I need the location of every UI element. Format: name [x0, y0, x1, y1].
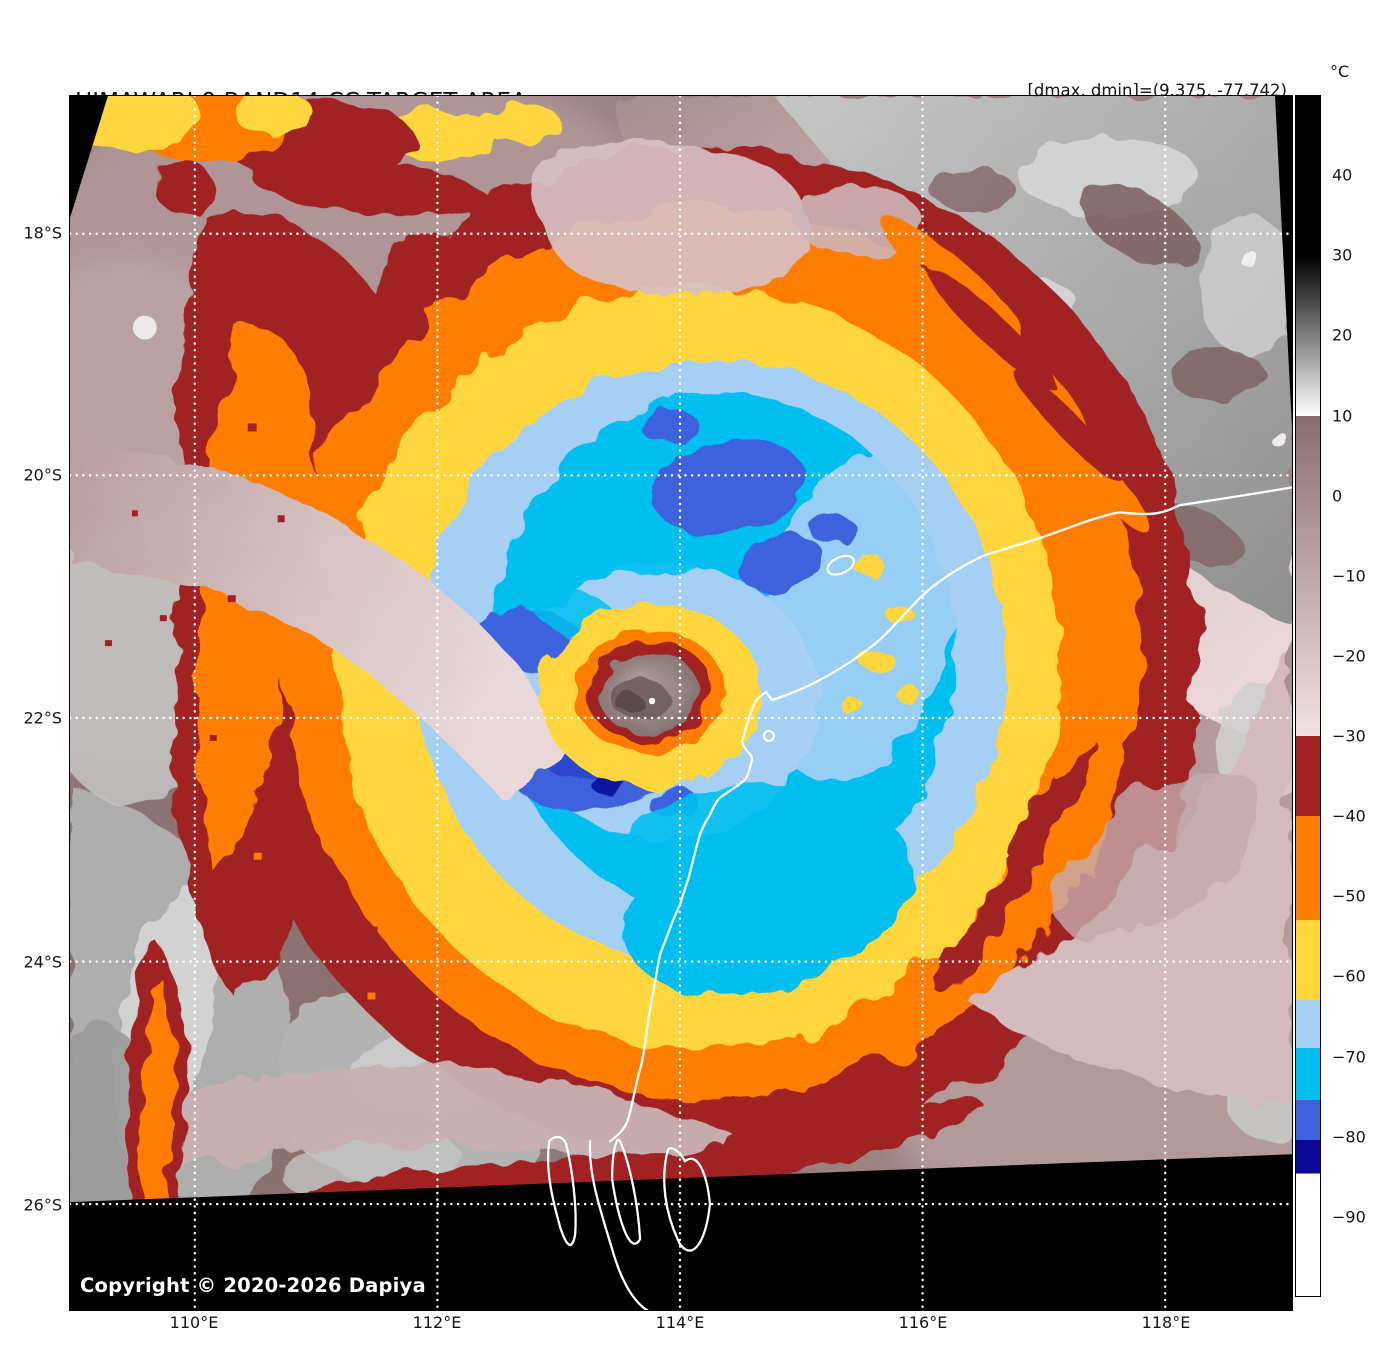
longitude-tick-label: 118°E [1141, 1313, 1191, 1332]
colorbar-tick-label: −30 [1332, 726, 1366, 746]
dry-slot [70, 443, 564, 797]
bottom-left-band [127, 939, 189, 1203]
colorbar-tick-label: −70 [1332, 1047, 1366, 1067]
colorbar-tick-label: −60 [1332, 966, 1366, 986]
colorbar-tick-label: −90 [1332, 1207, 1366, 1227]
ne-band-streaks [879, 216, 1150, 532]
se-band-streaks [933, 691, 1115, 991]
colorbar-tick-label: 30 [1332, 245, 1353, 265]
top-left-cluster [70, 96, 489, 217]
southern-warm-band [129, 1066, 731, 1185]
island-outline [826, 554, 855, 576]
latitude-tick-label: 26°S [23, 1195, 62, 1215]
colorbar-unit-label: °C [1330, 62, 1350, 81]
colorbar-tick-label: −40 [1332, 806, 1366, 826]
copyright-label: Copyright © 2020-2026 Dapiya [80, 1274, 426, 1297]
colorbar-tick-label: 20 [1332, 325, 1353, 345]
colorbar-tick-label: −20 [1332, 646, 1366, 666]
colorbar-tick-label: 10 [1332, 406, 1353, 426]
satellite-scene [70, 96, 1292, 1310]
eye-center-dot [648, 697, 656, 705]
colorbar-tick-label: 40 [1332, 165, 1353, 185]
colorbar-gradient [1295, 95, 1321, 1297]
no-data-bottom-band [70, 1154, 1292, 1310]
colorbar-tick-label: −10 [1332, 566, 1366, 586]
eye-assembly [539, 603, 763, 787]
colorbar-tick-label: −50 [1332, 886, 1366, 906]
longitude-tick-label: 116°E [898, 1313, 948, 1332]
latitude-tick-label: 18°S [23, 223, 62, 243]
latitude-tick-label: 20°S [23, 465, 62, 485]
colorbar-tick-label: 0 [1332, 486, 1343, 506]
se-warm-sector [966, 655, 1292, 1103]
longitude-tick-label: 110°E [169, 1313, 219, 1332]
satellite-map [69, 95, 1293, 1311]
colorbar-tick-label: −80 [1332, 1127, 1366, 1147]
latitude-tick-label: 24°S [23, 952, 62, 972]
longitude-tick-label: 112°E [412, 1313, 462, 1332]
red-speckles [104, 423, 378, 1000]
coastline [546, 486, 1292, 1310]
longitude-tick-label: 114°E [655, 1313, 705, 1332]
latitude-tick-label: 22°S [23, 708, 62, 728]
